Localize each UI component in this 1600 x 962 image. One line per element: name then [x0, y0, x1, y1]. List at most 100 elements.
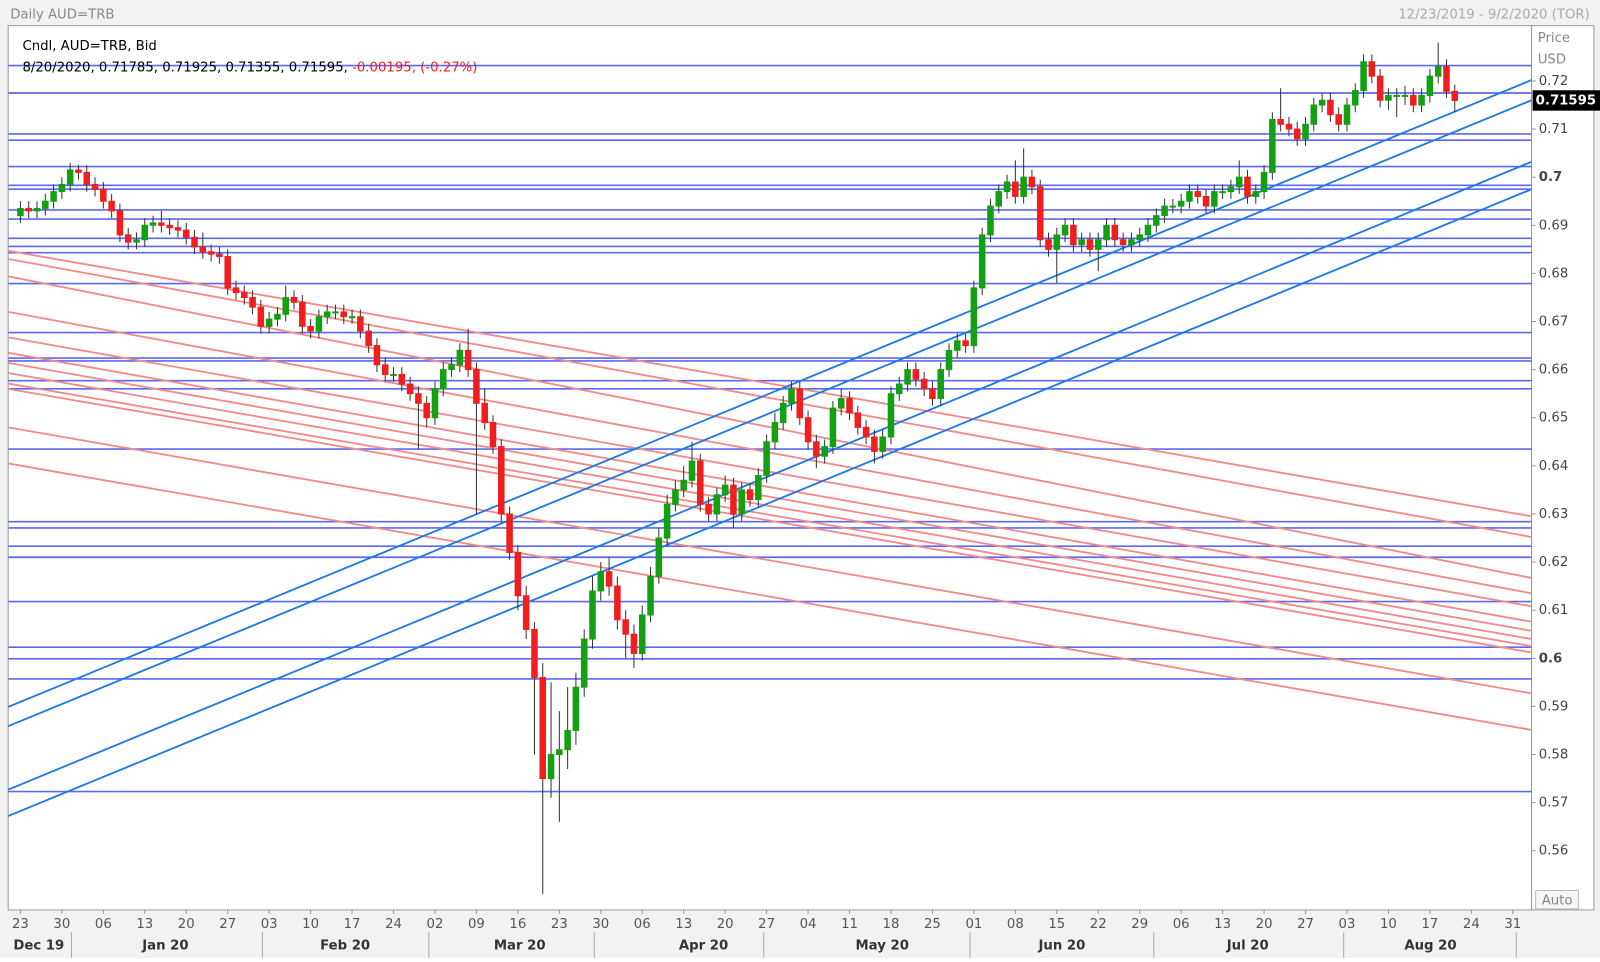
y-tick-label: 0.56	[1539, 844, 1569, 859]
legend-line: 8/20/2020, 0.71785, 0.71925, 0.71355, 0.…	[22, 61, 477, 76]
y-tick-label: 0.7	[1539, 170, 1562, 185]
candle-body	[605, 571, 613, 587]
x-tick-label: 23	[12, 917, 29, 932]
month-label: Apr 20	[679, 939, 728, 954]
candle-body	[307, 325, 314, 332]
candle-body	[680, 479, 687, 491]
candle-body	[1376, 75, 1384, 101]
candle-body	[1161, 205, 1168, 217]
x-tick-label: 08	[1007, 917, 1024, 932]
x-tick-label: 13	[1214, 917, 1231, 932]
x-tick-label: 27	[758, 917, 775, 932]
candle-body	[937, 369, 944, 400]
candle-body	[158, 222, 165, 226]
candle-body	[265, 318, 273, 327]
candle-body	[182, 229, 190, 238]
plot-layer	[8, 42, 1532, 895]
candle-body	[357, 316, 364, 332]
candle-body	[755, 474, 762, 501]
candle-body	[945, 349, 953, 371]
candle-body	[415, 393, 422, 404]
auto-button[interactable]	[1535, 889, 1580, 910]
candle-body	[705, 503, 712, 515]
candle-body	[232, 287, 240, 294]
candle-body	[91, 183, 99, 190]
resistance-line	[8, 310, 1532, 595]
candle-body	[796, 388, 804, 419]
candle-body	[837, 397, 845, 409]
x-tick-label: 13	[136, 917, 153, 932]
support-line	[8, 99, 1532, 727]
x-tick-label: 11	[841, 917, 858, 932]
candle-body	[224, 256, 231, 289]
candle-body	[1368, 61, 1376, 77]
y-tick-label: 0.67	[1539, 315, 1569, 330]
x-tick-label: 10	[1380, 917, 1397, 932]
price-axis-panel	[1531, 25, 1595, 911]
x-tick-label: 17	[344, 917, 361, 932]
candle-body	[771, 422, 779, 443]
candle-body	[398, 373, 406, 385]
candle-body	[365, 330, 372, 347]
candle-body	[481, 402, 488, 424]
resistance-line	[8, 351, 1532, 623]
candle-body	[1177, 200, 1185, 207]
y-tick-label: 0.68	[1539, 266, 1569, 281]
month-label: Mar 20	[494, 939, 546, 954]
candle-body	[1318, 99, 1326, 106]
candle-body	[66, 169, 74, 185]
candle-body	[531, 628, 538, 679]
x-tick-label: 30	[53, 917, 70, 932]
price-label: Price	[1538, 31, 1570, 46]
candle-body	[1144, 224, 1152, 236]
candle-body	[655, 537, 663, 578]
y-tick-label: 0.71	[1539, 122, 1569, 137]
candle-body	[207, 251, 215, 255]
x-tick-label: 10	[302, 917, 319, 932]
candle-body	[1310, 104, 1318, 125]
candle-body	[564, 729, 571, 751]
candle-body	[1277, 118, 1284, 125]
candle-body	[622, 619, 629, 635]
candle-body	[647, 575, 654, 616]
y-tick-label: 0.65	[1539, 411, 1569, 426]
candle-body	[1426, 75, 1434, 96]
candle-body	[141, 224, 149, 241]
legend-change: -0.00195, (-0.27%)	[352, 61, 477, 76]
month-label: Jun 20	[1037, 939, 1085, 954]
candle-body	[995, 191, 1003, 207]
auto-label[interactable]: Auto	[1542, 894, 1573, 909]
candle-body	[1302, 123, 1309, 140]
candle-body	[1078, 239, 1085, 246]
candle-body	[33, 207, 41, 212]
y-tick-label: 0.69	[1539, 218, 1569, 233]
candle-body	[257, 306, 265, 327]
month-label: May 20	[855, 939, 908, 954]
x-tick-label: 04	[800, 917, 817, 932]
candle-body	[978, 234, 986, 289]
candle-body	[381, 364, 389, 375]
candle-body	[58, 183, 66, 193]
resistance-line	[8, 361, 1532, 632]
month-label: Aug 20	[1404, 939, 1456, 954]
last-price-box	[1532, 90, 1600, 111]
resistance-line	[8, 372, 1532, 640]
candle-body	[456, 349, 464, 366]
candle-body	[423, 402, 430, 419]
candle-body	[1327, 99, 1334, 116]
unit-label: USD	[1538, 52, 1566, 67]
candle-body	[1003, 181, 1011, 193]
candle-body	[713, 494, 721, 515]
candle-body	[672, 489, 679, 505]
candle-body	[1186, 191, 1193, 202]
candle-body	[299, 301, 306, 327]
candle-body	[1012, 181, 1019, 197]
candle-body	[663, 503, 671, 539]
candle-body	[390, 373, 397, 376]
x-tick-label: 24	[385, 917, 402, 932]
candle-body	[1202, 195, 1210, 207]
candle-body	[1136, 234, 1143, 241]
resistance-line	[8, 426, 1532, 695]
candle-body	[274, 313, 281, 320]
candle-body	[1418, 94, 1425, 106]
